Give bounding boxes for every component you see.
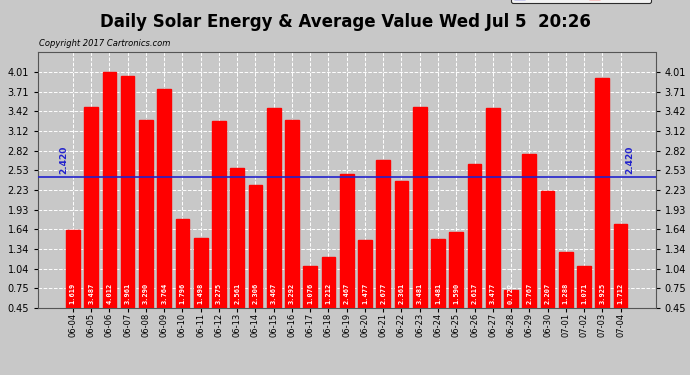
Text: 1.498: 1.498 bbox=[197, 283, 204, 304]
Text: 0.722: 0.722 bbox=[508, 283, 514, 304]
Bar bbox=[267, 108, 281, 337]
Text: 3.481: 3.481 bbox=[417, 283, 423, 304]
Text: 2.677: 2.677 bbox=[380, 283, 386, 304]
Legend: Average ($), Daily  ($): Average ($), Daily ($) bbox=[511, 0, 651, 3]
Bar bbox=[66, 230, 80, 337]
Bar bbox=[121, 75, 135, 337]
Text: 1.619: 1.619 bbox=[70, 283, 76, 304]
Text: 1.212: 1.212 bbox=[326, 283, 331, 304]
Bar bbox=[613, 224, 627, 337]
Bar bbox=[504, 290, 518, 337]
Bar bbox=[449, 232, 463, 337]
Text: 1.712: 1.712 bbox=[618, 283, 624, 304]
Text: 3.925: 3.925 bbox=[600, 283, 605, 304]
Text: 1.481: 1.481 bbox=[435, 283, 441, 304]
Bar bbox=[522, 154, 536, 337]
Bar bbox=[230, 168, 244, 337]
Bar bbox=[578, 267, 591, 337]
Bar bbox=[486, 108, 500, 337]
Bar bbox=[541, 191, 554, 337]
Text: 1.477: 1.477 bbox=[362, 283, 368, 304]
Bar bbox=[431, 239, 445, 337]
Text: 3.467: 3.467 bbox=[270, 283, 277, 304]
Text: 2.617: 2.617 bbox=[471, 283, 477, 304]
Bar bbox=[285, 120, 299, 337]
Text: 1.076: 1.076 bbox=[307, 283, 313, 304]
Text: 1.071: 1.071 bbox=[581, 283, 587, 304]
Bar bbox=[395, 181, 408, 337]
Text: Daily Solar Energy & Average Value Wed Jul 5  20:26: Daily Solar Energy & Average Value Wed J… bbox=[99, 13, 591, 31]
Bar bbox=[304, 266, 317, 337]
Text: 3.477: 3.477 bbox=[490, 283, 496, 304]
Text: 3.487: 3.487 bbox=[88, 283, 94, 304]
Bar bbox=[157, 88, 171, 337]
Bar bbox=[248, 185, 262, 337]
Text: 3.292: 3.292 bbox=[289, 283, 295, 304]
Text: 2.361: 2.361 bbox=[399, 283, 404, 304]
Text: 1.796: 1.796 bbox=[179, 283, 186, 304]
Bar bbox=[595, 78, 609, 337]
Text: 2.207: 2.207 bbox=[544, 283, 551, 304]
Bar bbox=[175, 219, 189, 337]
Bar bbox=[413, 107, 426, 337]
Bar bbox=[194, 238, 208, 337]
Bar bbox=[559, 252, 573, 337]
Text: 3.275: 3.275 bbox=[216, 283, 222, 304]
Text: 2.561: 2.561 bbox=[234, 283, 240, 304]
Bar bbox=[84, 107, 98, 337]
Text: 1.288: 1.288 bbox=[563, 283, 569, 304]
Text: 2.420: 2.420 bbox=[59, 146, 68, 174]
Text: 3.764: 3.764 bbox=[161, 283, 167, 304]
Text: 2.420: 2.420 bbox=[625, 146, 634, 174]
Text: 2.467: 2.467 bbox=[344, 283, 350, 304]
Text: 3.961: 3.961 bbox=[125, 283, 130, 304]
Bar bbox=[358, 240, 372, 337]
Bar bbox=[376, 160, 390, 337]
Bar bbox=[212, 121, 226, 337]
Bar bbox=[322, 257, 335, 337]
Text: Copyright 2017 Cartronics.com: Copyright 2017 Cartronics.com bbox=[39, 39, 170, 48]
Text: 4.012: 4.012 bbox=[106, 283, 112, 304]
Text: 2.767: 2.767 bbox=[526, 283, 532, 304]
Text: 3.290: 3.290 bbox=[143, 283, 149, 304]
Bar bbox=[139, 120, 152, 337]
Bar bbox=[468, 164, 482, 337]
Bar bbox=[103, 72, 116, 337]
Text: 1.590: 1.590 bbox=[453, 283, 460, 304]
Text: 2.306: 2.306 bbox=[253, 283, 259, 304]
Bar bbox=[340, 174, 353, 337]
